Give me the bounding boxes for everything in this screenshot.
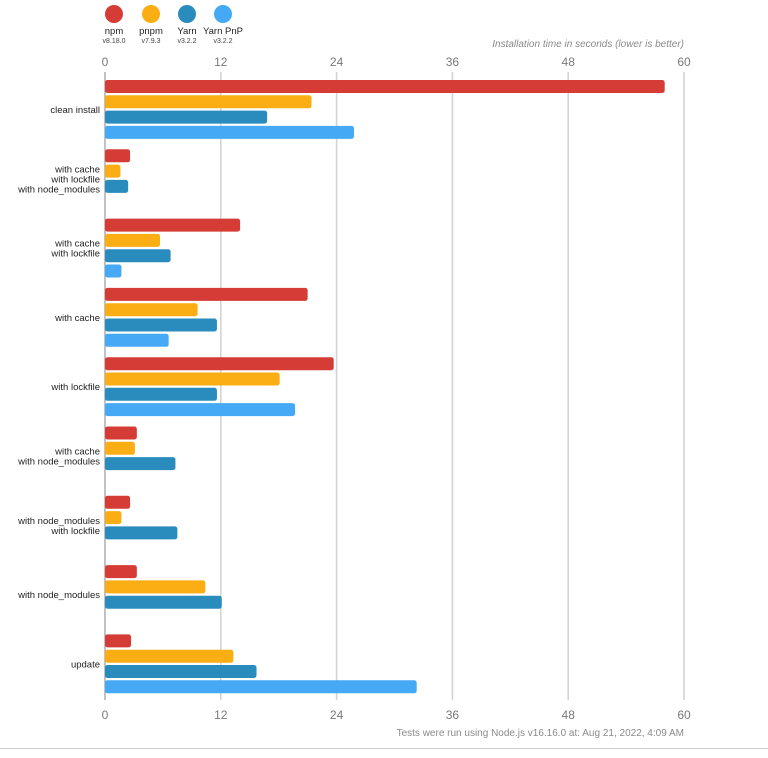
- x-tick-label: 36: [446, 708, 460, 722]
- x-tick-label: 24: [330, 55, 344, 69]
- bar-yarn: [105, 387, 217, 401]
- bar-npm: [105, 495, 131, 509]
- bar-npm: [105, 149, 131, 163]
- category-label: with node_modules: [17, 456, 100, 467]
- category-label: with lockfile: [50, 382, 100, 393]
- x-tick-label: 36: [446, 55, 460, 69]
- category-label: clean install: [50, 105, 100, 116]
- category-label: with cache: [54, 313, 100, 324]
- category-label: with node_modules: [17, 590, 100, 601]
- legend-series-version: v3.2.2: [213, 38, 232, 45]
- bar-yarn: [105, 318, 217, 332]
- bar-pnpm: [105, 580, 206, 594]
- bar-yarn-pnp: [105, 264, 122, 278]
- bar-yarn-pnp: [105, 403, 296, 417]
- bar-npm: [105, 218, 241, 232]
- bar-yarn: [105, 457, 176, 471]
- category-label: with cache: [54, 239, 100, 250]
- bar-npm: [105, 287, 308, 301]
- bar-pnpm: [105, 164, 121, 178]
- bar-yarn: [105, 110, 268, 124]
- bar-pnpm: [105, 649, 234, 663]
- bar-pnpm: [105, 441, 135, 455]
- bars: [105, 80, 665, 694]
- bar-pnpm: [105, 303, 198, 317]
- x-tick-label: 12: [214, 55, 228, 69]
- x-axis-top-ticks: 0 12 24 36 48 60: [102, 55, 691, 69]
- bar-npm: [105, 634, 132, 648]
- grid-lines: [104, 72, 685, 700]
- bar-yarn: [105, 665, 257, 678]
- axis-note: Installation time in seconds (lower is b…: [492, 39, 684, 50]
- bar-yarn: [105, 249, 171, 263]
- bar-yarn: [105, 595, 222, 609]
- bar-pnpm: [105, 372, 280, 386]
- legend-series-name: npm: [105, 26, 124, 37]
- bar-pnpm: [105, 233, 161, 247]
- x-tick-label: 0: [102, 708, 109, 722]
- category-label: with lockfile: [50, 174, 100, 185]
- x-tick-label: 60: [677, 55, 691, 69]
- bar-yarn-pnp: [105, 125, 354, 139]
- category-label: with cache: [54, 446, 100, 457]
- category-label: with cache: [54, 164, 100, 175]
- legend-series-name: pnpm: [139, 26, 163, 37]
- x-tick-label: 60: [677, 708, 691, 722]
- bar-yarn: [105, 179, 129, 193]
- category-label: with lockfile: [50, 526, 100, 537]
- legend-series-version: v3.2.2: [177, 38, 196, 45]
- bottom-divider: [0, 748, 768, 749]
- category-label: with node_modules: [17, 516, 100, 527]
- category-label: with node_modules: [17, 184, 100, 195]
- legend-swatch: [105, 5, 123, 23]
- bar-npm: [105, 565, 137, 579]
- legend-series-name: Yarn: [177, 26, 196, 37]
- bar-yarn-pnp: [105, 333, 169, 347]
- x-axis-bottom-ticks: 0 12 24 36 48 60: [102, 708, 691, 722]
- legend-swatch: [178, 5, 196, 23]
- x-tick-label: 12: [214, 708, 228, 722]
- bar-yarn: [105, 526, 178, 540]
- legend-series-name: Yarn PnP: [203, 26, 243, 37]
- bar-npm: [105, 80, 665, 93]
- footnote: Tests were run using Node.js v16.16.0 at…: [397, 728, 684, 739]
- bar-pnpm: [105, 511, 122, 525]
- x-tick-label: 24: [330, 708, 344, 722]
- x-tick-label: 48: [562, 55, 576, 69]
- bar-npm: [105, 426, 137, 440]
- legend-swatch: [142, 5, 160, 23]
- legend-series-version: v7.9.3: [141, 38, 160, 45]
- bar-npm: [105, 357, 334, 371]
- category-label: with lockfile: [50, 249, 100, 260]
- bar-pnpm: [105, 95, 312, 109]
- x-tick-label: 48: [562, 708, 576, 722]
- legend-swatch: [214, 5, 232, 23]
- legend-series-version: v8.18.0: [103, 38, 126, 45]
- category-label: update: [71, 659, 100, 670]
- x-tick-label: 0: [102, 55, 109, 69]
- bar-yarn-pnp: [105, 680, 417, 694]
